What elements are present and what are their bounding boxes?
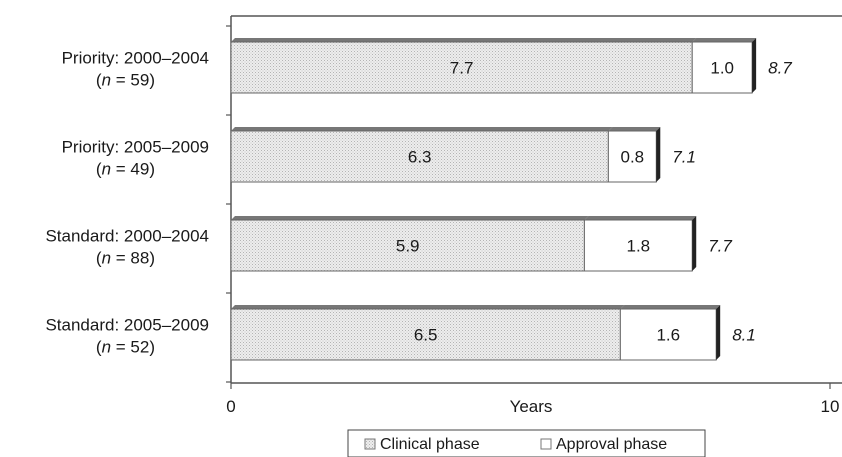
category-label: Standard: 2005–2009 bbox=[45, 316, 209, 335]
value-label-clinical: 6.5 bbox=[414, 326, 438, 345]
category-sample-size: (n = 59) bbox=[96, 71, 155, 90]
category-sample-size: (n = 52) bbox=[96, 338, 155, 357]
legend: Clinical phase Approval phase bbox=[347, 429, 706, 457]
bar-depth-top bbox=[608, 127, 661, 131]
legend-label-clinical: Clinical phase bbox=[380, 436, 480, 453]
value-label-clinical: 7.7 bbox=[450, 59, 474, 78]
x-tick-label-0: 0 bbox=[226, 397, 235, 416]
x-axis-title: Years bbox=[510, 397, 553, 416]
category-label: Priority: 2000–2004 bbox=[62, 49, 209, 68]
value-label-approval: 1.0 bbox=[710, 59, 734, 78]
total-label: 7.7 bbox=[708, 237, 732, 256]
bar-depth-side bbox=[752, 38, 757, 93]
value-label-approval: 0.8 bbox=[621, 148, 645, 167]
bar-approval-phase bbox=[607, 130, 657, 183]
bar-depth-top bbox=[692, 38, 757, 42]
value-label-clinical: 5.9 bbox=[396, 237, 420, 256]
total-label: 8.1 bbox=[732, 326, 756, 345]
value-label-clinical: 6.3 bbox=[408, 148, 432, 167]
category-sample-size: (n = 88) bbox=[96, 249, 155, 268]
bars-group: 7.7 1.0 8.7 6.3 0.8 7.1 5.9 1.8 7.7 6.5 1.6 8.1 bbox=[226, 25, 831, 389]
total-label: 8.7 bbox=[768, 59, 792, 78]
category-sample-size: (n = 49) bbox=[96, 160, 155, 179]
bar-approval-phase bbox=[619, 308, 717, 361]
value-label-approval: 1.6 bbox=[656, 326, 680, 345]
bar-approval-phase bbox=[583, 219, 693, 272]
bar-depth-side bbox=[716, 305, 721, 360]
bar-depth-side bbox=[656, 127, 661, 182]
bar-depth-side bbox=[692, 216, 697, 271]
bar-depth-top bbox=[231, 38, 697, 42]
bar-depth-top bbox=[584, 216, 697, 220]
x-tick-label-10: 10 bbox=[821, 397, 840, 416]
bar-depth-top bbox=[231, 216, 589, 220]
bar-clinical-phase bbox=[230, 308, 621, 361]
legend-frame bbox=[347, 429, 706, 457]
legend-swatch-clinical bbox=[364, 438, 376, 450]
bar-depth-top bbox=[231, 305, 625, 309]
category-label: Standard: 2000–2004 bbox=[45, 227, 209, 246]
category-labels: Priority: 2000–2004 (n = 59) Priority: 200… bbox=[45, 49, 209, 357]
bar-approval-phase bbox=[691, 41, 753, 94]
bar-depth-top bbox=[231, 127, 613, 131]
value-label-approval: 1.8 bbox=[626, 237, 650, 256]
legend-label-approval: Approval phase bbox=[556, 436, 667, 453]
total-label: 7.1 bbox=[672, 148, 696, 167]
bar-clinical-phase bbox=[230, 130, 609, 183]
bar-clinical-phase bbox=[230, 219, 585, 272]
category-label: Priority: 2005–2009 bbox=[62, 138, 209, 157]
bar-depth-top bbox=[620, 305, 721, 309]
legend-swatch-approval bbox=[540, 438, 552, 450]
